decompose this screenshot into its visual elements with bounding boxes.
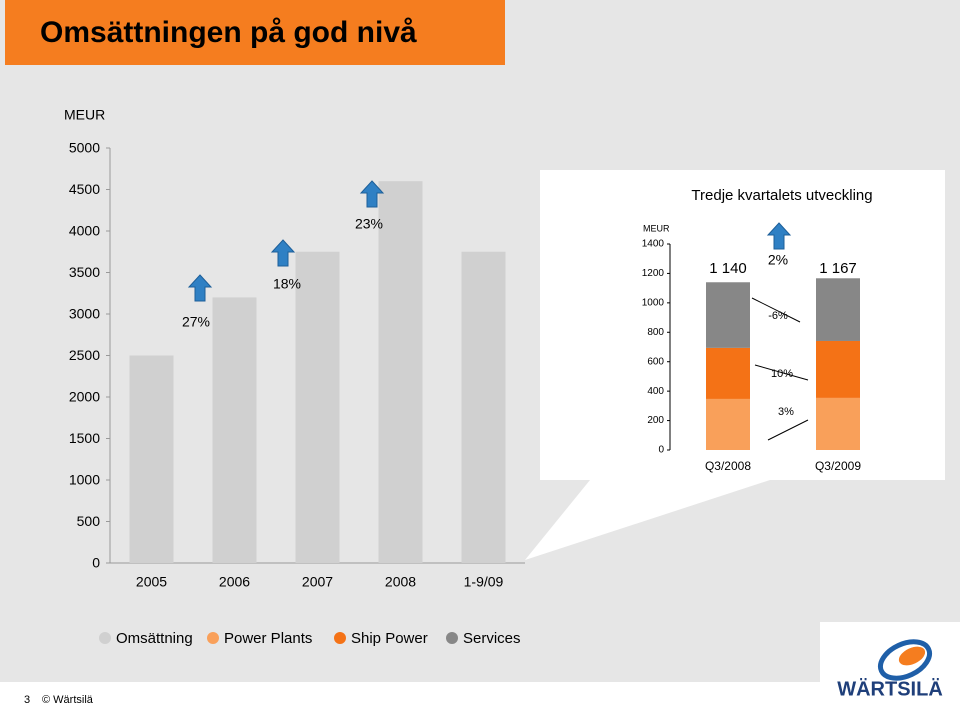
y-tick-label: 0	[658, 445, 664, 456]
up-arrow	[187, 274, 213, 302]
y-axis-label: MEUR	[64, 107, 105, 123]
legend-swatch	[446, 632, 458, 644]
change-line	[751, 297, 801, 323]
y-tick-label: 0	[92, 555, 100, 571]
y-tick-label: 200	[647, 415, 664, 426]
legend-swatch	[99, 632, 111, 644]
y-tick-label: 1500	[69, 430, 100, 446]
legend-label: Ship Power	[351, 630, 428, 647]
bar	[461, 251, 506, 563]
x-tick-label: 2006	[219, 574, 250, 590]
bar	[378, 181, 423, 563]
page-number: 3	[24, 694, 30, 706]
logo-box	[820, 622, 960, 718]
up-arrow	[359, 180, 385, 208]
legend-swatch	[334, 632, 346, 644]
y-tick-label: 3500	[69, 264, 100, 280]
y-tick-label: 1000	[642, 297, 665, 308]
bar	[212, 297, 257, 563]
y-tick-label: 1200	[642, 268, 665, 279]
x-tick-label: 2007	[302, 574, 333, 590]
y-tick-label: 5000	[69, 140, 100, 156]
change-line	[754, 364, 809, 381]
y-tick-label: 400	[647, 386, 664, 397]
change-label: 10%	[771, 368, 793, 380]
x-tick-label: Q3/2009	[815, 459, 861, 473]
bar	[129, 355, 174, 563]
logo-dot	[898, 646, 926, 666]
footer-strip	[0, 682, 960, 718]
y-tick-label: 1400	[642, 239, 665, 250]
y-tick-label: 3000	[69, 306, 100, 322]
slide-title: Omsättningen på god nivå	[40, 16, 417, 49]
logo-text: WÄRTSILÄ	[837, 677, 943, 700]
y-axis-label: MEUR	[643, 223, 670, 233]
change-label: -6%	[768, 310, 788, 322]
legend-label: Services	[463, 630, 521, 647]
legend-label: Power Plants	[224, 630, 312, 647]
growth-label: 27%	[182, 314, 210, 330]
x-tick-label: Q3/2008	[705, 459, 751, 473]
x-tick-label: 1-9/09	[464, 574, 504, 590]
copyright: © Wärtsilä	[42, 694, 94, 706]
up-arrow	[766, 222, 792, 250]
change-line	[767, 419, 809, 441]
legend-label: Omsättning	[116, 630, 193, 647]
total-label: 1 167	[819, 260, 857, 277]
title-box	[5, 0, 505, 65]
growth-label: 18%	[273, 276, 301, 292]
bar-segment	[816, 397, 860, 450]
change-label: 3%	[778, 406, 794, 418]
y-tick-label: 2000	[69, 389, 100, 405]
y-tick-label: 500	[77, 513, 101, 529]
bar-segment	[706, 347, 750, 399]
y-tick-label: 4500	[69, 181, 100, 197]
inset-title: Tredje kvartalets utveckling	[691, 187, 872, 204]
up-arrow	[270, 239, 296, 267]
change-label: 2%	[768, 252, 788, 268]
y-tick-label: 4000	[69, 223, 100, 239]
x-tick-label: 2005	[136, 574, 167, 590]
bar	[295, 251, 340, 563]
x-tick-label: 2008	[385, 574, 416, 590]
bar-segment	[706, 398, 750, 450]
total-label: 1 140	[709, 260, 747, 277]
bar-segment	[706, 282, 750, 348]
bar-segment	[816, 340, 860, 398]
y-tick-label: 800	[647, 327, 664, 338]
logo-swoosh	[877, 639, 933, 681]
legend-swatch	[207, 632, 219, 644]
y-tick-label: 600	[647, 356, 664, 367]
growth-label: 23%	[355, 216, 383, 232]
y-tick-label: 1000	[69, 472, 100, 488]
bar-segment	[816, 278, 860, 341]
y-tick-label: 2500	[69, 347, 100, 363]
